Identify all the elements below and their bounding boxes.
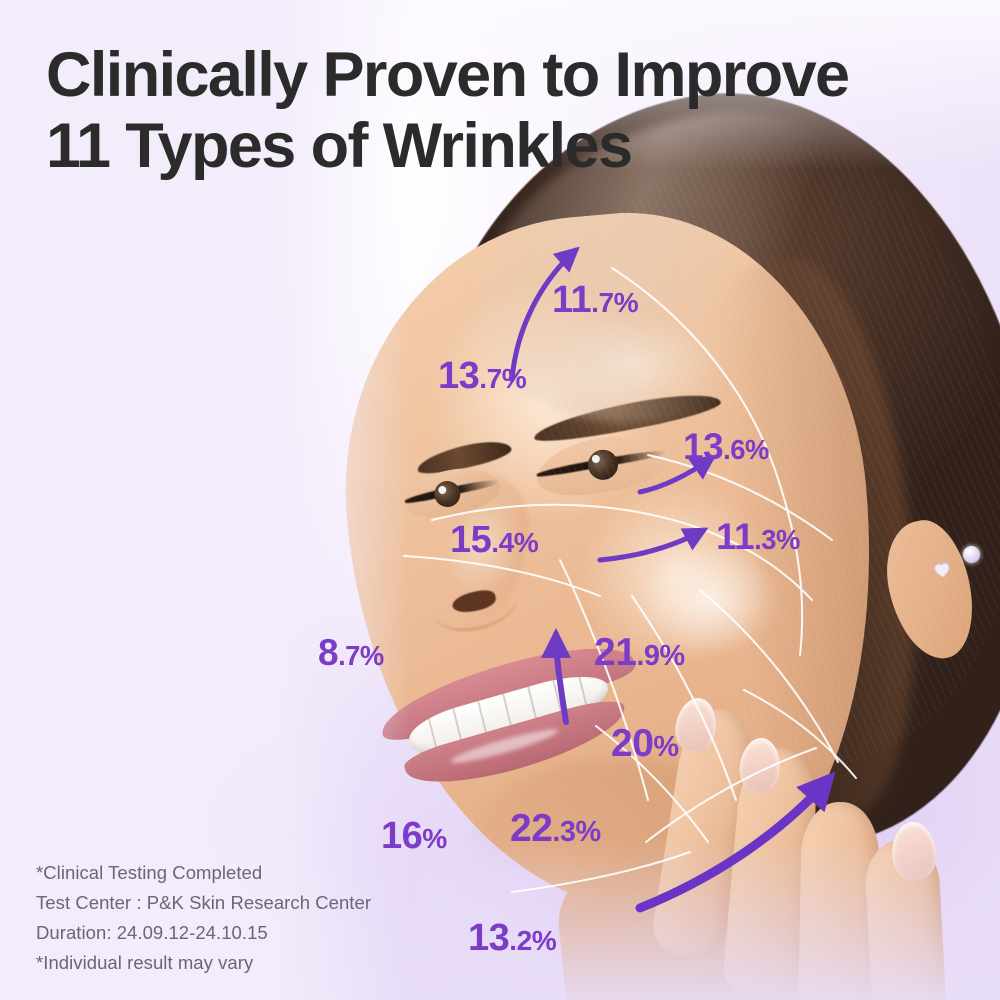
percent-integer: 21 bbox=[594, 631, 637, 674]
percent-label-nasolabial: 21.9% bbox=[594, 633, 685, 672]
percent-decimal: .3% bbox=[754, 524, 800, 555]
percent-decimal: .7% bbox=[591, 287, 639, 318]
improvement-arrows bbox=[509, 246, 836, 913]
percent-decimal: % bbox=[653, 731, 679, 763]
percent-integer: 13 bbox=[468, 917, 510, 959]
percent-integer: 13 bbox=[438, 355, 480, 397]
percent-decimal: .2% bbox=[509, 925, 557, 956]
page-title: Clinically Proven to Improve 11 Types of… bbox=[46, 40, 976, 181]
headline-line-1: Clinically Proven to Improve bbox=[46, 40, 850, 110]
percent-integer: 13 bbox=[683, 426, 724, 467]
percent-label-forehead: 11.7% bbox=[552, 279, 639, 321]
percent-decimal: .7% bbox=[338, 640, 384, 671]
percent-decimal: .7% bbox=[479, 363, 527, 394]
percent-integer: 16 bbox=[381, 815, 423, 857]
percent-decimal: .3% bbox=[552, 816, 601, 848]
percent-label-crows-feet: 13.6% bbox=[683, 428, 769, 465]
percent-decimal: .9% bbox=[636, 640, 685, 672]
percent-label-marionette: 20% bbox=[611, 724, 679, 763]
percent-decimal: .4% bbox=[491, 527, 539, 558]
arrow-jawline-lift bbox=[635, 771, 836, 913]
arrow-crows-feet bbox=[637, 455, 717, 495]
headline-line-2: 11 Types of Wrinkles bbox=[46, 110, 633, 181]
percent-integer: 8 bbox=[318, 632, 339, 673]
percent-integer: 22 bbox=[510, 807, 553, 850]
face-zone-contour-lines bbox=[403, 267, 857, 893]
percent-integer: 11 bbox=[716, 516, 755, 557]
footnote-line-1: *Clinical Testing Completed bbox=[36, 862, 263, 883]
percent-label-jawline: 22.3% bbox=[510, 809, 601, 848]
footnote-line-3: Duration: 24.09.12-24.10.15 bbox=[36, 921, 268, 943]
percent-label-chin-left: 16% bbox=[381, 817, 447, 855]
percent-label-under-chin: 13.2% bbox=[468, 917, 557, 959]
percent-label-upper-lip: 8.7% bbox=[318, 634, 384, 671]
arrow-forehead bbox=[509, 246, 580, 383]
percent-label-nose-side: 15.4% bbox=[450, 519, 539, 561]
percent-integer: 15 bbox=[450, 519, 492, 561]
percent-decimal: % bbox=[422, 823, 447, 854]
footnote-line-2: Test Center : P&K Skin Research Center bbox=[36, 891, 372, 913]
percent-label-under-eye: 11.3% bbox=[716, 518, 800, 555]
percent-decimal: .6% bbox=[723, 434, 769, 465]
percent-label-glabella: 13.7% bbox=[438, 355, 527, 397]
percent-integer: 11 bbox=[552, 279, 592, 321]
clinical-footnotes: *Clinical Testing Completed Test Center … bbox=[36, 858, 371, 978]
arrow-nasolabial bbox=[541, 628, 572, 725]
footnote-line-4: *Individual result may vary bbox=[36, 951, 254, 973]
arrow-under-eye bbox=[597, 527, 709, 563]
percent-integer: 20 bbox=[611, 722, 654, 765]
